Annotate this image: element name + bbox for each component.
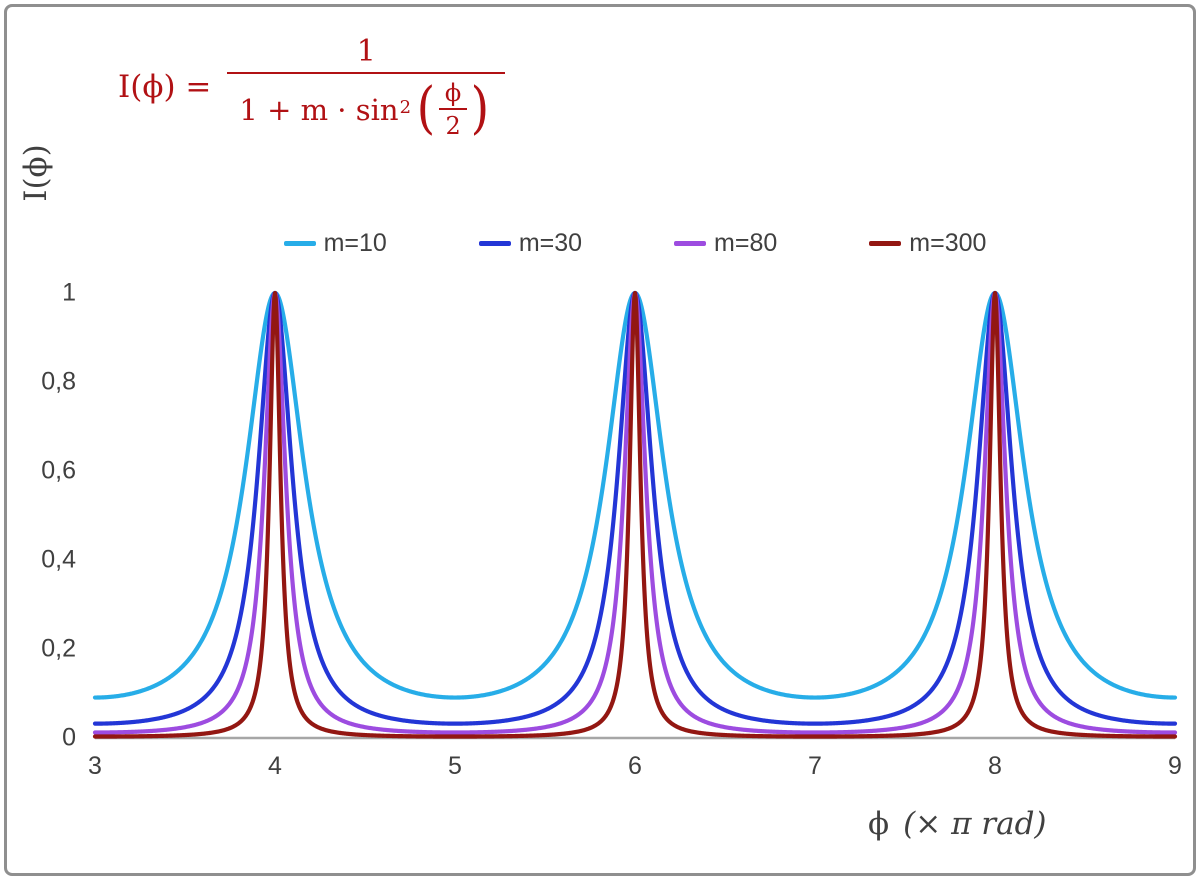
formula-lparen: (: [416, 76, 436, 142]
x-tick-label: 3: [88, 752, 102, 780]
legend-label: m=10: [323, 228, 387, 257]
x-tick-label: 6: [628, 752, 642, 780]
formula-rparen: ): [470, 76, 490, 142]
formula-lhs: I(ϕ) =: [118, 69, 212, 105]
legend-item: m=10: [283, 228, 387, 258]
y-tick-label: 0,6: [41, 456, 76, 485]
formula-annotation: I(ϕ) = 1 1 + m · sin 2 ( ϕ 2 ): [118, 34, 506, 142]
formula-inner-fraction: ϕ 2: [439, 79, 467, 140]
y-axis-title: I(ϕ): [15, 117, 57, 229]
formula-inner-num: ϕ: [444, 79, 462, 107]
x-tick-label: 5: [448, 752, 462, 780]
x-tick-label: 9: [1168, 752, 1182, 780]
series-curve-m=80: [92, 290, 1178, 735]
formula-numerator: 1: [356, 34, 376, 69]
legend-item: m=300: [869, 229, 986, 258]
x-tick-label: 8: [988, 752, 1002, 780]
legend-label: m=300: [909, 228, 987, 257]
legend-swatch: [478, 240, 511, 246]
x-tick-label: 7: [808, 752, 822, 780]
legend-item: m=80: [674, 229, 777, 258]
formula-inner-den: 2: [439, 108, 467, 140]
y-tick-label: 0,2: [41, 634, 76, 663]
legend-swatch: [674, 240, 707, 246]
legend-swatch: [283, 240, 316, 246]
x-axis-title: ϕ (× π rad): [868, 806, 1047, 842]
y-axis-title-text: I(ϕ): [18, 144, 54, 202]
y-tick-label: 0,4: [41, 545, 76, 574]
formula-denominator: 1 + m · sin 2 ( ϕ 2 ): [227, 72, 506, 142]
y-tick-label: 1: [62, 278, 76, 307]
legend: m=10 m=30 m=80 m=300: [95, 226, 1175, 260]
y-tick-label: 0: [62, 723, 76, 752]
formula-den-prefix: 1 + m · sin: [239, 92, 399, 127]
series-curve-m=300: [92, 290, 1178, 739]
series-curve-m=30: [92, 290, 1178, 726]
formula-fraction: 1 1 + m · sin 2 ( ϕ 2 ): [227, 34, 506, 142]
y-tick-label: 0,8: [41, 367, 76, 396]
legend-label: m=80: [714, 228, 778, 257]
legend-label: m=30: [518, 228, 583, 257]
legend-swatch: [869, 240, 902, 246]
x-tick-label: 4: [268, 752, 282, 780]
formula-exponent: 2: [399, 97, 412, 118]
x-axis-symbol: ϕ: [868, 806, 890, 842]
legend-item: m=30: [478, 228, 583, 258]
x-axis-units: (× π rad): [903, 806, 1047, 842]
